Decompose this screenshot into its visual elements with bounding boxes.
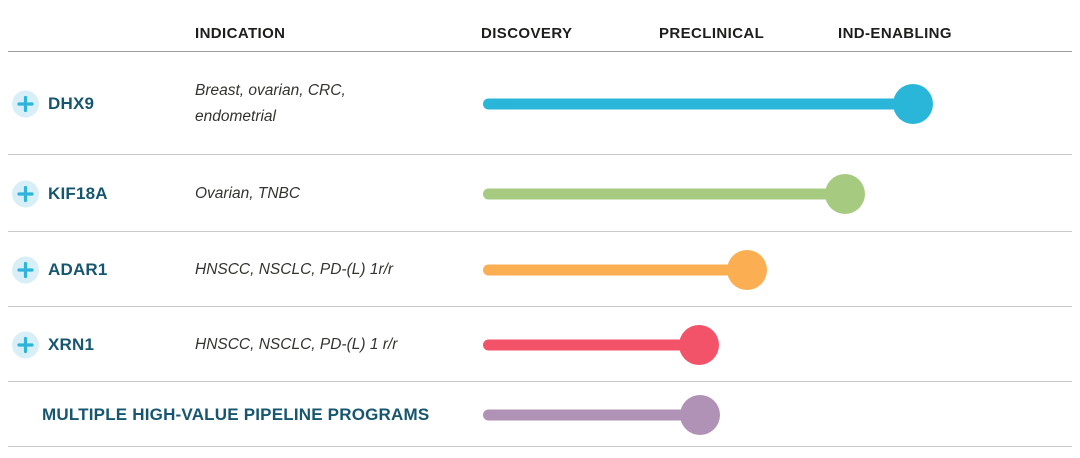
progress-bar-dhx9 (483, 98, 913, 109)
pipeline-row-dhx9: DHX9 Breast, ovarian, CRC, endometrial (0, 52, 1080, 155)
program-name-multiple-programs: MULTIPLE HIGH-VALUE PIPELINE PROGRAMS (42, 404, 430, 424)
milestone-dot-xrn1 (679, 324, 719, 365)
column-header-preclinical: PRECLINICAL (659, 25, 765, 42)
expand-button-xrn1[interactable] (12, 331, 39, 358)
program-indication-kif18a: Ovarian, TNBC (195, 184, 301, 202)
stage-header: INDICATION DISCOVERY PRECLINICAL IND-ENA… (0, 0, 1080, 52)
program-name-xrn1: XRN1 (48, 334, 95, 354)
program-indication-xrn1: HNSCC, NSCLC, PD-(L) 1 r/r (195, 335, 398, 353)
plus-icon (12, 90, 39, 117)
progress-bar-kif18a (483, 188, 845, 199)
column-header-ind-enabling: IND-ENABLING (838, 25, 952, 42)
pipeline-rows: DHX9 Breast, ovarian, CRC, endometrial KIF… (0, 52, 1080, 447)
milestone-dot-kif18a (825, 173, 865, 214)
column-header-discovery: DISCOVERY (481, 25, 573, 42)
program-name-adar1: ADAR1 (48, 259, 108, 279)
expand-button-dhx9[interactable] (12, 90, 39, 117)
program-name-dhx9: DHX9 (48, 93, 95, 113)
program-indication-dhx9: Breast, ovarian, CRC, endometrial (195, 81, 346, 125)
pipeline-row-adar1: ADAR1 HNSCC, NSCLC, PD-(L) 1r/r (0, 232, 1080, 307)
milestone-dot-adar1 (727, 249, 767, 290)
program-indication-adar1: HNSCC, NSCLC, PD-(L) 1r/r (195, 260, 394, 278)
pipeline-row-multiple-programs: MULTIPLE HIGH-VALUE PIPELINE PROGRAMS (0, 382, 1080, 447)
column-header-indication: INDICATION (195, 25, 286, 42)
plus-icon (12, 180, 39, 207)
expand-button-adar1[interactable] (12, 256, 39, 283)
pipeline-row-xrn1: XRN1 HNSCC, NSCLC, PD-(L) 1 r/r (0, 307, 1080, 382)
progress-bar-multiple-programs (483, 409, 700, 420)
expand-button-kif18a[interactable] (12, 180, 39, 207)
progress-bar-adar1 (483, 264, 747, 275)
plus-icon (12, 331, 39, 358)
pipeline-row-kif18a: KIF18A Ovarian, TNBC (0, 155, 1080, 232)
progress-bar-xrn1 (483, 339, 699, 350)
milestone-dot-dhx9 (893, 83, 933, 124)
milestone-dot-multiple-programs (680, 394, 720, 435)
plus-icon (12, 256, 39, 283)
program-name-kif18a: KIF18A (48, 183, 108, 203)
